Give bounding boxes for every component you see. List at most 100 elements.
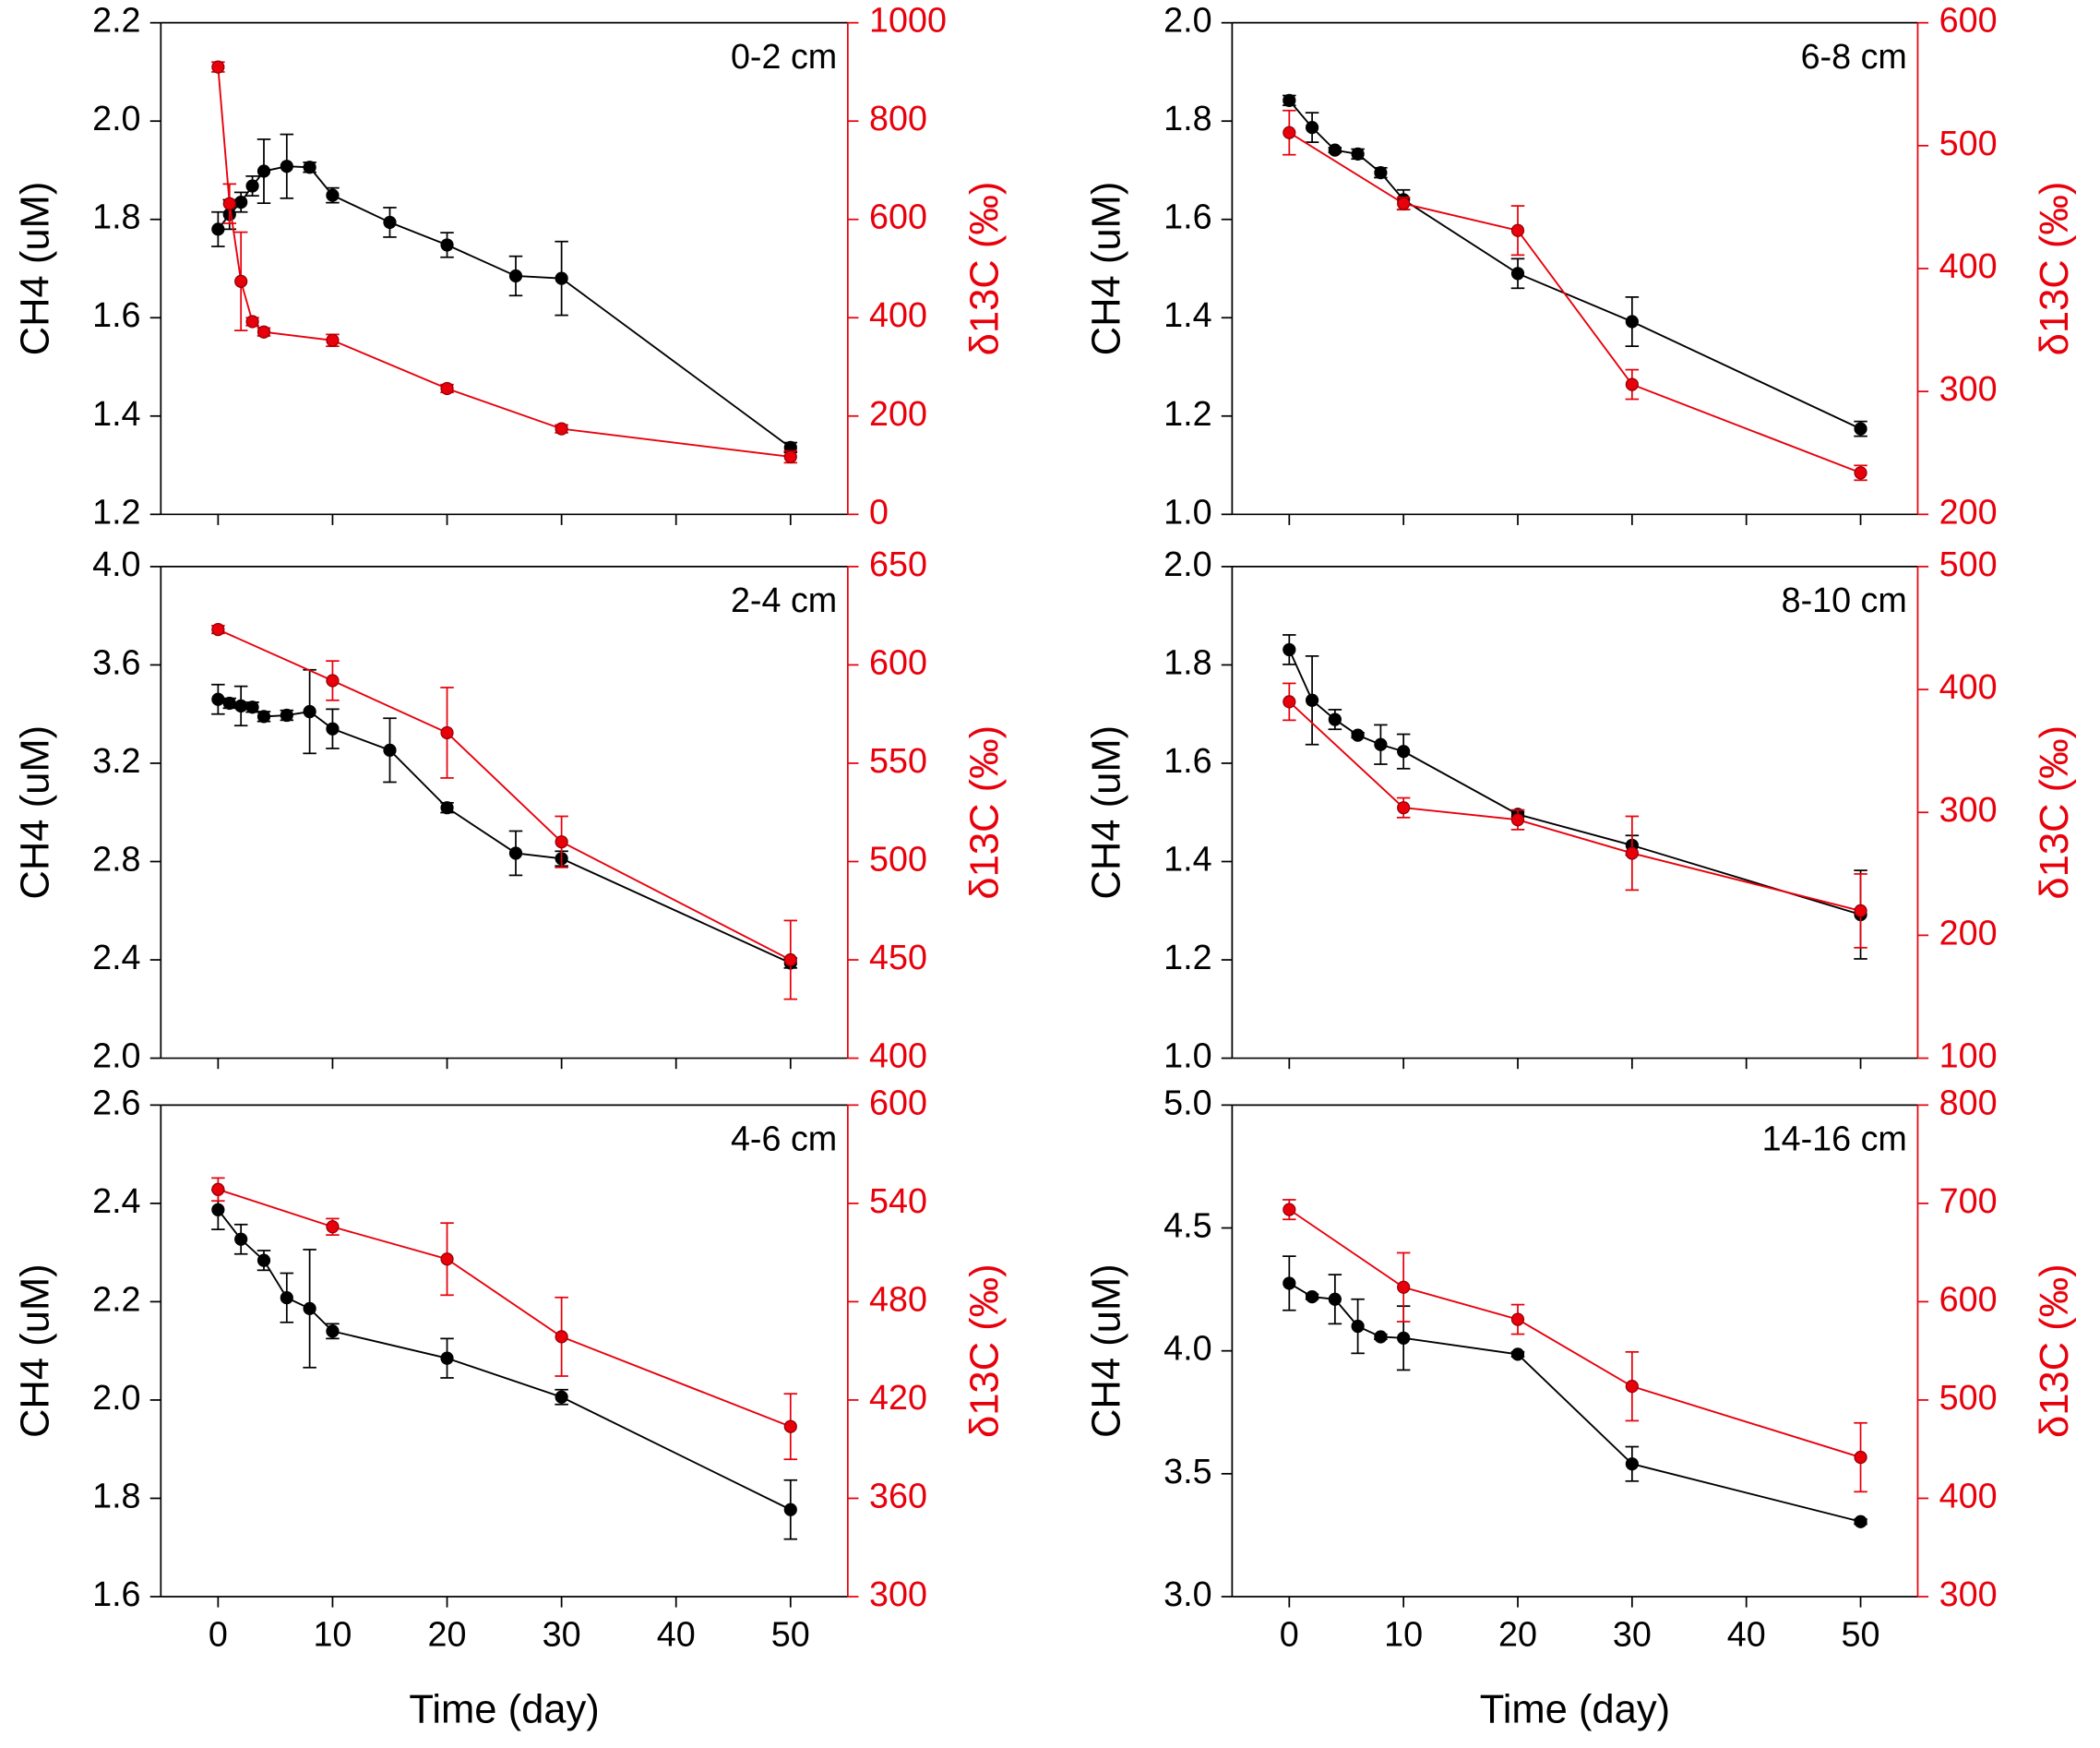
y-tick-label: 1.6 bbox=[1163, 198, 1211, 236]
y2-tick-label: 360 bbox=[869, 1476, 927, 1515]
data-point bbox=[1351, 728, 1365, 742]
y2-tick-label: 600 bbox=[1939, 1279, 1998, 1318]
data-point bbox=[1283, 642, 1296, 657]
data-point bbox=[211, 692, 225, 706]
data-point bbox=[1283, 1276, 1296, 1290]
data-point bbox=[211, 60, 225, 74]
data-point bbox=[1283, 126, 1296, 139]
y2-tick-label: 600 bbox=[1939, 1, 1998, 40]
series-line bbox=[217, 1209, 792, 1511]
y-tick-label: 1.6 bbox=[1163, 741, 1211, 780]
data-point bbox=[783, 1419, 797, 1433]
y2-tick-label: 700 bbox=[1939, 1181, 1998, 1220]
data-point bbox=[211, 622, 225, 637]
series-line bbox=[1288, 131, 1861, 474]
data-point bbox=[326, 674, 340, 688]
y2-tick-label: 500 bbox=[1939, 124, 1998, 162]
x-tick-label: 50 bbox=[1842, 1615, 1880, 1654]
y-tick-label: 1.2 bbox=[1163, 394, 1211, 433]
y2-tick-label: 300 bbox=[1939, 1574, 1998, 1613]
data-point bbox=[383, 215, 397, 230]
y2-tick-label: 450 bbox=[869, 938, 927, 976]
y2-tick-label: 400 bbox=[869, 1036, 927, 1075]
y2-tick-label: 600 bbox=[869, 642, 927, 681]
data-point bbox=[555, 1390, 568, 1404]
panel-title: 8-10 cm bbox=[1782, 581, 1907, 619]
y-tick-label: 2.4 bbox=[92, 938, 140, 976]
data-point bbox=[280, 708, 293, 723]
panel-title: 4-6 cm bbox=[731, 1119, 837, 1158]
data-point bbox=[234, 274, 248, 288]
y-tick-label: 4.5 bbox=[1163, 1205, 1211, 1244]
data-point bbox=[783, 449, 797, 464]
series-line bbox=[1288, 1282, 1861, 1523]
data-point bbox=[303, 1301, 316, 1315]
y-axis-label: CH4 (uM) bbox=[1084, 1263, 1128, 1438]
y-axis-label: CH4 (uM) bbox=[1084, 182, 1128, 356]
data-point bbox=[555, 835, 568, 849]
y-tick-label: 1.8 bbox=[92, 198, 140, 236]
data-point bbox=[1625, 1380, 1639, 1394]
data-point bbox=[234, 1232, 248, 1246]
data-point bbox=[1328, 143, 1342, 157]
x-tick-label: 0 bbox=[1280, 1615, 1299, 1654]
y-tick-label: 1.8 bbox=[92, 1476, 140, 1515]
y-axis-label: CH4 (uM) bbox=[13, 182, 57, 356]
y-tick-label: 1.2 bbox=[1163, 938, 1211, 976]
data-point bbox=[222, 696, 236, 711]
y2-tick-label: 800 bbox=[869, 99, 927, 138]
data-point bbox=[1397, 197, 1411, 210]
y2-tick-label: 400 bbox=[1939, 246, 1998, 285]
data-point bbox=[245, 315, 259, 329]
y2-axis-label: δ13C (‰) bbox=[962, 725, 1007, 900]
data-point bbox=[1283, 1203, 1296, 1216]
data-point bbox=[257, 325, 271, 339]
y2-tick-label: 600 bbox=[869, 198, 927, 236]
series-line bbox=[1288, 100, 1861, 430]
y-tick-label: 1.4 bbox=[1163, 295, 1211, 334]
y2-tick-label: 1000 bbox=[869, 1, 947, 40]
y-tick-label: 2.2 bbox=[92, 1, 140, 40]
data-point bbox=[1305, 121, 1319, 135]
data-point bbox=[1374, 737, 1388, 751]
data-point bbox=[1854, 1515, 1867, 1528]
y2-tick-label: 500 bbox=[1939, 545, 1998, 583]
y2-tick-label: 200 bbox=[1939, 913, 1998, 952]
y2-tick-label: 650 bbox=[869, 545, 927, 583]
y-axis-label: CH4 (uM) bbox=[13, 725, 57, 900]
panel-title: 14-16 cm bbox=[1762, 1119, 1907, 1158]
y2-tick-label: 800 bbox=[1939, 1083, 1998, 1121]
y2-tick-label: 420 bbox=[869, 1378, 927, 1417]
y-tick-label: 4.0 bbox=[92, 545, 140, 583]
data-point bbox=[1397, 745, 1411, 759]
data-point bbox=[211, 1182, 225, 1196]
x-tick-label: 50 bbox=[771, 1615, 810, 1654]
data-point bbox=[280, 1291, 293, 1305]
x-tick-label: 10 bbox=[313, 1615, 352, 1654]
y-tick-label: 3.2 bbox=[92, 741, 140, 780]
data-point bbox=[257, 164, 271, 178]
x-tick-label: 0 bbox=[209, 1615, 228, 1654]
data-point bbox=[303, 161, 316, 174]
y2-tick-label: 500 bbox=[1939, 1378, 1998, 1417]
y2-tick-label: 300 bbox=[1939, 790, 1998, 829]
data-point bbox=[783, 1503, 797, 1516]
y2-tick-label: 300 bbox=[869, 1574, 927, 1613]
data-point bbox=[1510, 223, 1525, 237]
x-tick-label: 30 bbox=[1613, 1615, 1652, 1654]
data-point bbox=[440, 801, 454, 815]
series-line bbox=[217, 165, 792, 449]
data-point bbox=[1374, 1330, 1388, 1344]
y-tick-label: 3.6 bbox=[92, 642, 140, 681]
series-line bbox=[1288, 700, 1861, 912]
data-point bbox=[326, 1324, 340, 1338]
data-point bbox=[245, 179, 259, 193]
data-point bbox=[555, 1330, 568, 1344]
data-point bbox=[280, 160, 293, 174]
data-point bbox=[234, 195, 248, 210]
data-point bbox=[440, 725, 454, 740]
data-point bbox=[1510, 813, 1525, 827]
data-point bbox=[1854, 466, 1867, 480]
x-tick-label: 20 bbox=[1498, 1615, 1537, 1654]
data-point bbox=[326, 188, 340, 202]
